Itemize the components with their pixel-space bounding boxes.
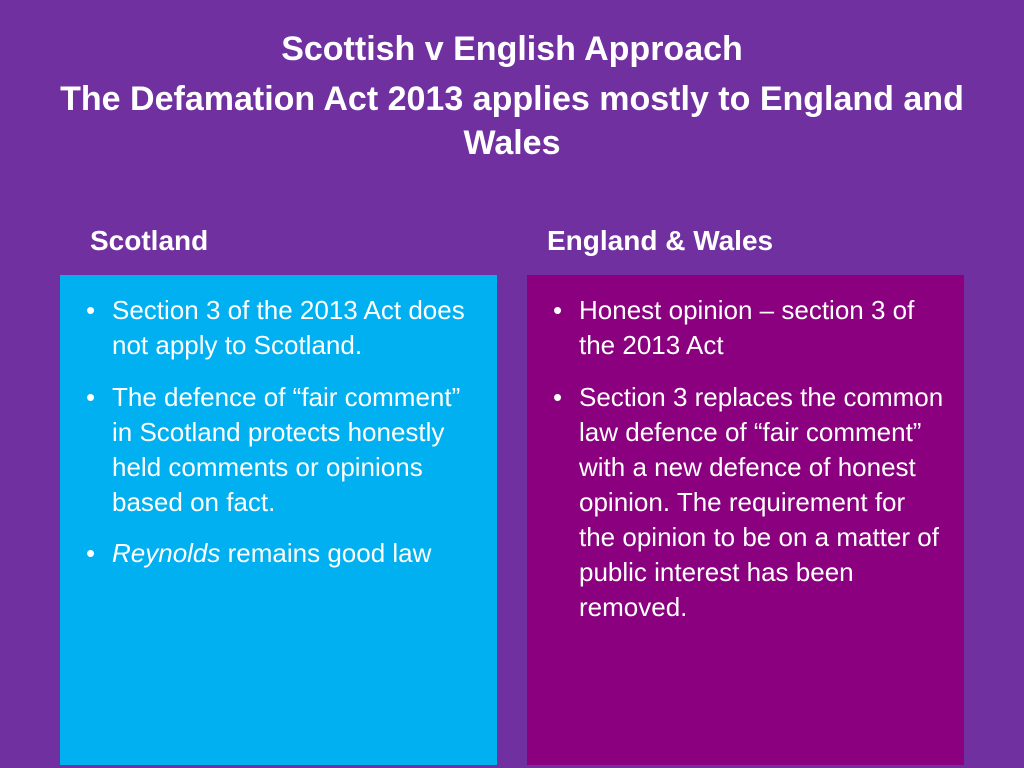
- title-block: Scottish v English Approach The Defamati…: [40, 30, 984, 165]
- left-content-box: Section 3 of the 2013 Act does not apply…: [60, 275, 497, 765]
- bullet-text: remains good law: [220, 538, 431, 568]
- right-bullet-list: Honest opinion – section 3 of the 2013 A…: [547, 293, 944, 625]
- list-item: The defence of “fair comment” in Scotlan…: [80, 380, 477, 520]
- list-item: Section 3 replaces the common law defenc…: [547, 380, 944, 626]
- list-item: Section 3 of the 2013 Act does not apply…: [80, 293, 477, 363]
- left-column-header: Scotland: [60, 225, 497, 275]
- italic-text: Reynolds: [112, 538, 220, 568]
- list-item: Reynolds remains good law: [80, 536, 477, 571]
- right-column-header: England & Wales: [527, 225, 964, 275]
- left-bullet-list: Section 3 of the 2013 Act does not apply…: [80, 293, 477, 571]
- columns-container: Scotland Section 3 of the 2013 Act does …: [40, 225, 984, 765]
- list-item: Honest opinion – section 3 of the 2013 A…: [547, 293, 944, 363]
- right-column: England & Wales Honest opinion – section…: [527, 225, 964, 765]
- left-column: Scotland Section 3 of the 2013 Act does …: [60, 225, 497, 765]
- slide-title-line1: Scottish v English Approach: [40, 30, 984, 69]
- slide: Scottish v English Approach The Defamati…: [0, 0, 1024, 768]
- right-content-box: Honest opinion – section 3 of the 2013 A…: [527, 275, 964, 765]
- slide-title-line2: The Defamation Act 2013 applies mostly t…: [40, 77, 984, 165]
